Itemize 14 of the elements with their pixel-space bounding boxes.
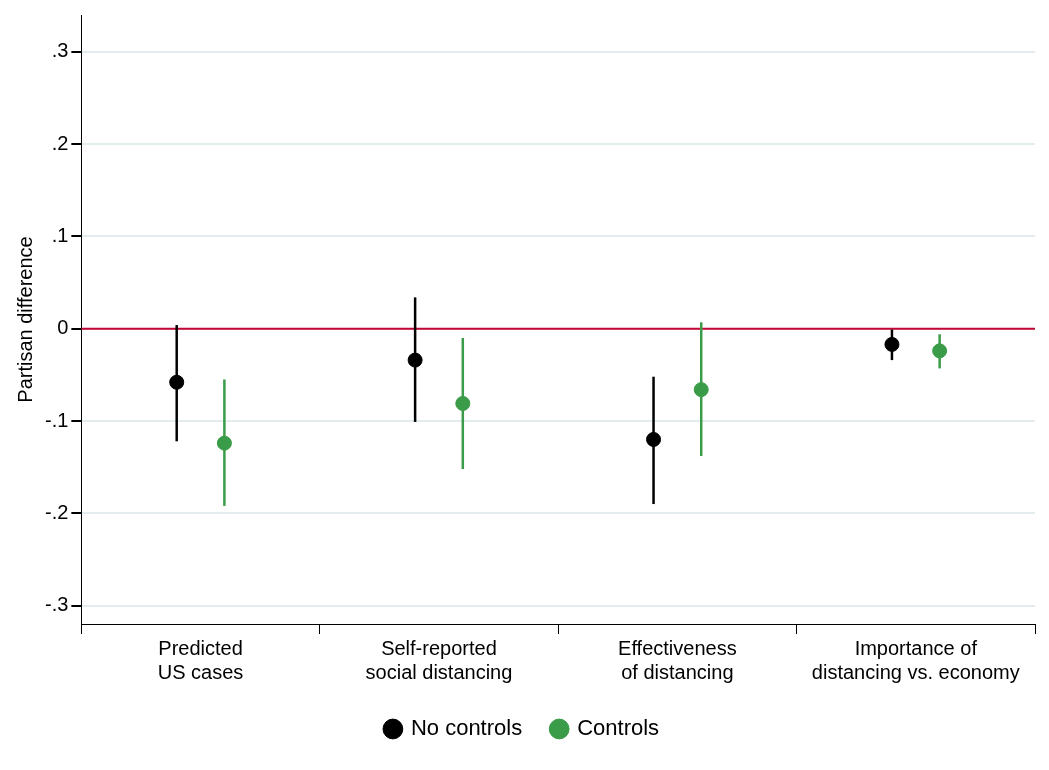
y-tick-label: -.1: [45, 408, 69, 431]
y-tick-label: -.2: [45, 500, 69, 523]
y-tick-label: .3: [51, 39, 69, 62]
y-tick-label: -.3: [45, 593, 69, 616]
y-tick-label: 0: [57, 316, 69, 339]
y-tick-label: .1: [51, 223, 69, 246]
x-tick-label: Predicted US cases: [157, 636, 244, 683]
x-tick-label: Importance of distancing vs. economy: [811, 636, 1020, 683]
legend-label: Controls: [577, 715, 660, 741]
y-axis-title: Partisan difference: [13, 236, 36, 403]
x-tick-label: Effectiveness of distancing: [618, 636, 737, 683]
y-tick-label: .2: [51, 131, 69, 154]
legend-label: No controls: [410, 715, 523, 741]
x-tick-label: Self-reported social distancing: [365, 636, 513, 683]
